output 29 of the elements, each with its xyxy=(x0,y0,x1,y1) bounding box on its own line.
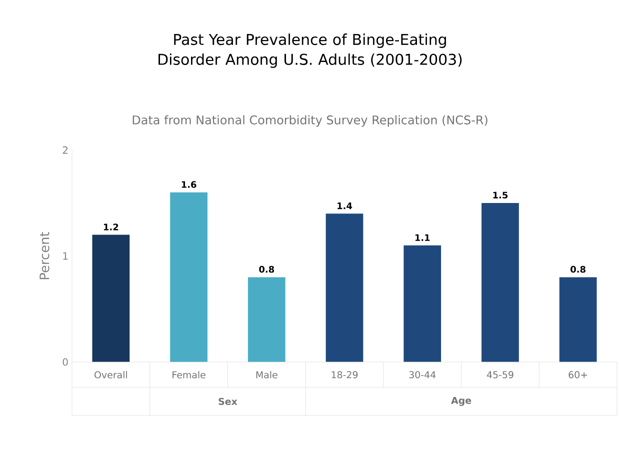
y-tick-label: 1 xyxy=(63,252,68,260)
x-tick-label: 45-59 xyxy=(486,371,514,378)
bar xyxy=(248,277,286,362)
bar xyxy=(326,214,364,362)
x-tick-label: Male xyxy=(256,371,278,378)
y-tick-label: 2 xyxy=(62,146,68,154)
chart-subtitle: Data from National Comorbidity Survey Replication (NCS-R) xyxy=(132,115,488,127)
data-label: 0.8 xyxy=(570,266,586,273)
bar xyxy=(482,203,519,362)
bar xyxy=(404,245,442,362)
data-label: 1.4 xyxy=(338,202,352,210)
data-label: 0.8 xyxy=(259,266,274,273)
chart-title: Past Year Prevalence of Binge-Eating Disorder Among U.S. Adults (2001-2003) xyxy=(158,34,462,68)
data-label: 1.6 xyxy=(182,181,196,188)
data-label: 1.1 xyxy=(415,234,430,241)
x-tick-label: 30-44 xyxy=(409,371,436,378)
x-tick-label: 60+ xyxy=(568,371,588,378)
x-tick-label: 18-29 xyxy=(332,371,358,378)
y-tick-label: 0 xyxy=(62,358,68,366)
bar xyxy=(559,277,597,362)
x-tick-label: Female xyxy=(172,371,206,378)
bar xyxy=(170,192,208,362)
data-label: 1.5 xyxy=(493,192,508,198)
text: Age xyxy=(451,396,472,406)
text: Sex xyxy=(218,398,238,406)
x-tick-label: Overall xyxy=(94,371,127,378)
bar xyxy=(92,234,130,362)
y-axis-title: Percent xyxy=(40,232,50,280)
data-label: 1.2 xyxy=(104,224,118,230)
